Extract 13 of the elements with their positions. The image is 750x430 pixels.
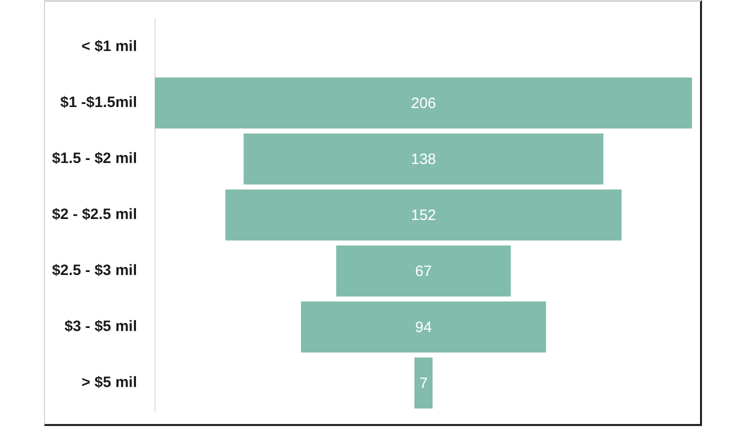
- category-label: $1 -$1.5mil: [60, 94, 137, 112]
- category-label: $2.5 - $3 mil: [52, 262, 137, 280]
- data-label: 206: [410, 95, 436, 112]
- data-label: 152: [410, 207, 436, 224]
- data-label: 94: [415, 319, 432, 336]
- data-label: 67: [415, 263, 432, 280]
- category-label: $2 - $2.5 mil: [52, 206, 137, 224]
- data-label: 7: [419, 375, 428, 392]
- category-label: > $5 mil: [82, 374, 137, 392]
- data-label: 138: [410, 151, 436, 168]
- category-label: $3 - $5 mil: [64, 318, 137, 336]
- category-label: < $1 mil: [82, 38, 137, 56]
- category-label: $1.5 - $2 mil: [52, 150, 137, 168]
